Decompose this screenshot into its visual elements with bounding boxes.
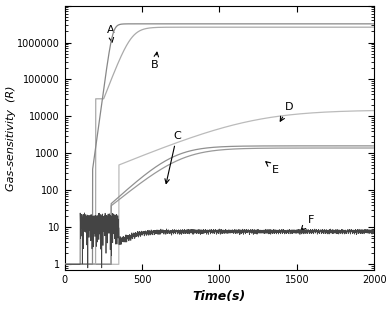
Y-axis label: Gas-sensitivity  (R): Gas-sensitivity (R): [5, 85, 16, 191]
Text: B: B: [151, 52, 159, 70]
Text: F: F: [301, 215, 314, 230]
Text: D: D: [280, 102, 293, 121]
Text: C: C: [165, 131, 181, 184]
Text: A: A: [107, 25, 114, 42]
Text: E: E: [266, 162, 279, 175]
X-axis label: Time(s): Time(s): [193, 290, 246, 303]
